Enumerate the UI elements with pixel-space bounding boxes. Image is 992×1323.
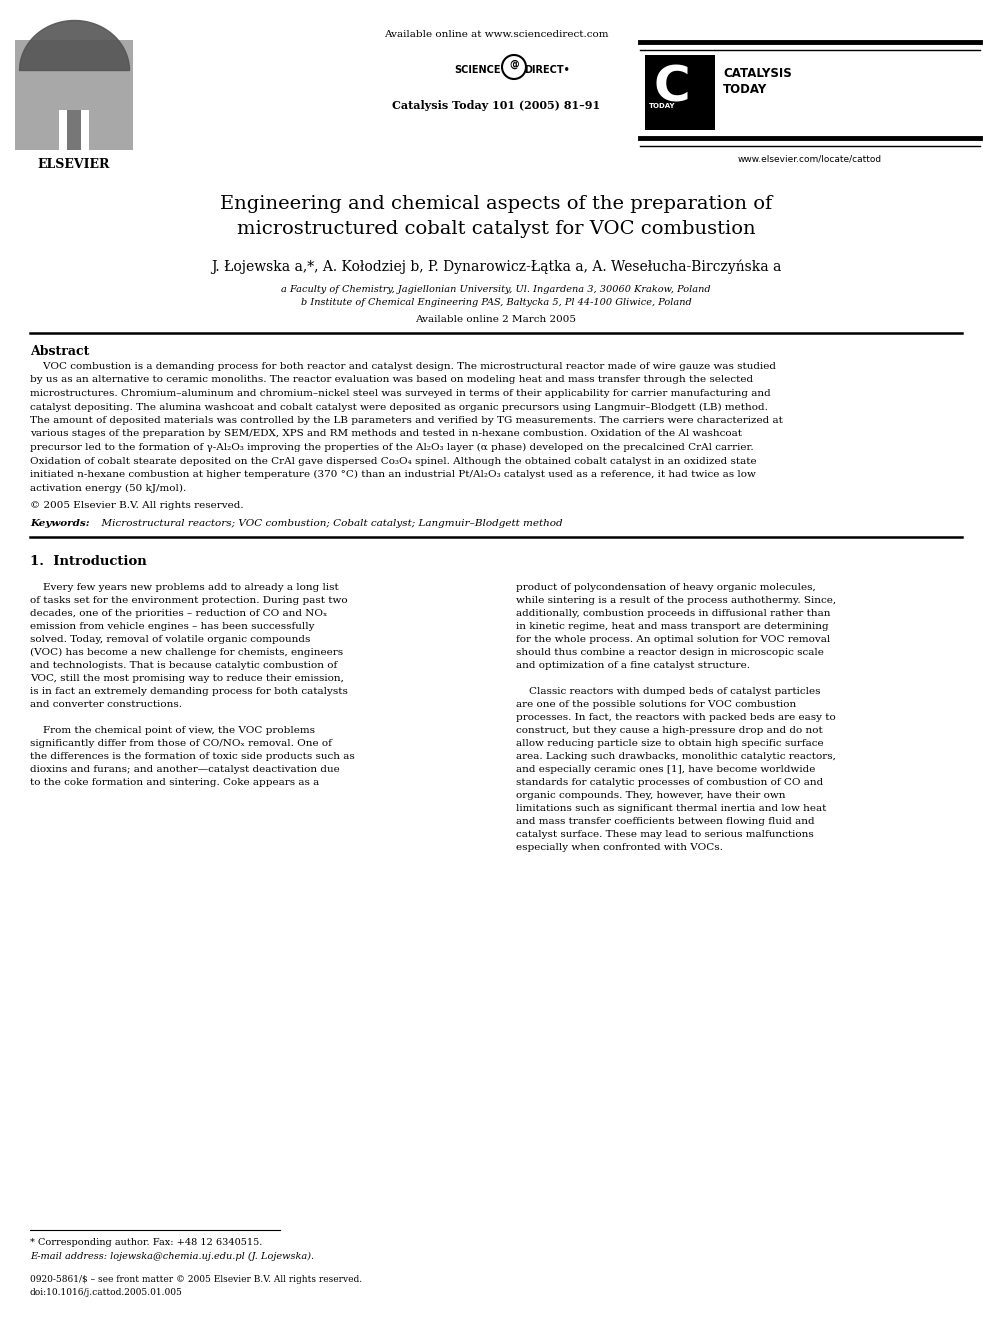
Text: are one of the possible solutions for VOC combustion: are one of the possible solutions for VO… [516,700,797,709]
Text: microstructured cobalt catalyst for VOC combustion: microstructured cobalt catalyst for VOC … [237,220,755,238]
Bar [15,40,133,149]
Text: © 2005 Elsevier B.V. All rights reserved.: © 2005 Elsevier B.V. All rights reserved… [30,501,244,509]
Text: should thus combine a reactor design in microscopic scale: should thus combine a reactor design in … [516,648,824,658]
Text: TODAY: TODAY [649,103,676,108]
Text: Abstract: Abstract [30,345,89,359]
Text: microstructures. Chromium–aluminum and chromium–nickel steel was surveyed in ter: microstructures. Chromium–aluminum and c… [30,389,771,398]
Text: Microstructural reactors; VOC combustion; Cobalt catalyst; Langmuir–Blodgett met: Microstructural reactors; VOC combustion… [95,519,562,528]
Text: processes. In fact, the reactors with packed beds are easy to: processes. In fact, the reactors with pa… [516,713,835,722]
Text: www.elsevier.com/locate/cattod: www.elsevier.com/locate/cattod [738,155,882,164]
Bar [67,110,81,149]
Text: @: @ [509,60,519,69]
Text: standards for catalytic processes of combustion of CO and: standards for catalytic processes of com… [516,778,823,787]
Text: and especially ceramic ones [1], have become worldwide: and especially ceramic ones [1], have be… [516,765,815,774]
Text: a Faculty of Chemistry, Jagiellonian University, Ul. Ingardena 3, 30060 Krakow, : a Faculty of Chemistry, Jagiellonian Uni… [281,284,711,294]
Text: ELSEVIER: ELSEVIER [38,157,110,171]
Text: TODAY: TODAY [723,83,767,97]
Text: Catalysis Today 101 (2005) 81–91: Catalysis Today 101 (2005) 81–91 [392,101,600,111]
Text: The amount of deposited materials was controlled by the LB parameters and verifi: The amount of deposited materials was co… [30,415,783,425]
Text: initiated n-hexane combustion at higher temperature (370 °C) than an industrial : initiated n-hexane combustion at higher … [30,470,756,479]
Text: and technologists. That is because catalytic combustion of: and technologists. That is because catal… [30,662,337,669]
Text: additionally, combustion proceeds in diffusional rather than: additionally, combustion proceeds in dif… [516,609,830,618]
Text: C: C [653,64,689,111]
Text: SCIENCE: SCIENCE [454,65,501,75]
Text: limitations such as significant thermal inertia and low heat: limitations such as significant thermal … [516,804,826,814]
Text: and optimization of a fine catalyst structure.: and optimization of a fine catalyst stru… [516,662,750,669]
Text: Classic reactors with dumped beds of catalyst particles: Classic reactors with dumped beds of cat… [516,687,820,696]
Text: construct, but they cause a high-pressure drop and do not: construct, but they cause a high-pressur… [516,726,822,736]
Text: is in fact an extremely demanding process for both catalysts: is in fact an extremely demanding proces… [30,687,348,696]
Text: VOC combustion is a demanding process for both reactor and catalyst design. The : VOC combustion is a demanding process fo… [30,363,776,370]
Text: area. Lacking such drawbacks, monolithic catalytic reactors,: area. Lacking such drawbacks, monolithic… [516,751,836,761]
Text: the differences is the formation of toxic side products such as: the differences is the formation of toxi… [30,751,355,761]
Text: of tasks set for the environment protection. During past two: of tasks set for the environment protect… [30,595,347,605]
Text: catalyst depositing. The alumina washcoat and cobalt catalyst were deposited as : catalyst depositing. The alumina washcoa… [30,402,768,411]
Text: * Corresponding author. Fax: +48 12 6340515.: * Corresponding author. Fax: +48 12 6340… [30,1238,262,1248]
Text: 1.  Introduction: 1. Introduction [30,556,147,568]
Text: DIRECT•: DIRECT• [524,65,569,75]
Text: Keywords:: Keywords: [30,519,89,528]
Text: while sintering is a result of the process authothermy. Since,: while sintering is a result of the proce… [516,595,836,605]
Text: to the coke formation and sintering. Coke appears as a: to the coke formation and sintering. Cok… [30,778,319,787]
Text: allow reducing particle size to obtain high specific surface: allow reducing particle size to obtain h… [516,740,823,747]
Text: 0920-5861/$ – see front matter © 2005 Elsevier B.V. All rights reserved.: 0920-5861/$ – see front matter © 2005 El… [30,1275,362,1285]
Text: (VOC) has become a new challenge for chemists, engineers: (VOC) has become a new challenge for che… [30,648,343,658]
Text: precursor led to the formation of γ-Al₂O₃ improving the properties of the Al₂O₃ : precursor led to the formation of γ-Al₂O… [30,443,754,452]
Text: and converter constructions.: and converter constructions. [30,700,182,709]
Text: especially when confronted with VOCs.: especially when confronted with VOCs. [516,843,723,852]
Text: Engineering and chemical aspects of the preparation of: Engineering and chemical aspects of the … [220,194,772,213]
Text: decades, one of the priorities – reduction of CO and NOₓ: decades, one of the priorities – reducti… [30,609,327,618]
Text: significantly differ from those of CO/NOₓ removal. One of: significantly differ from those of CO/NO… [30,740,332,747]
Text: Oxidation of cobalt stearate deposited on the CrAl gave dispersed Co₃O₄ spinel. : Oxidation of cobalt stearate deposited o… [30,456,757,466]
Text: by us as an alternative to ceramic monoliths. The reactor evaluation was based o: by us as an alternative to ceramic monol… [30,376,753,385]
Text: activation energy (50 kJ/mol).: activation energy (50 kJ/mol). [30,483,186,492]
Text: CATALYSIS: CATALYSIS [723,67,792,79]
Text: Every few years new problems add to already a long list: Every few years new problems add to alre… [30,583,338,591]
Bar [645,56,715,130]
Text: product of polycondensation of heavy organic molecules,: product of polycondensation of heavy org… [516,583,815,591]
Text: for the whole process. An optimal solution for VOC removal: for the whole process. An optimal soluti… [516,635,830,644]
Text: and mass transfer coefficients between flowing fluid and: and mass transfer coefficients between f… [516,818,814,826]
Text: organic compounds. They, however, have their own: organic compounds. They, however, have t… [516,791,786,800]
Text: VOC, still the most promising way to reduce their emission,: VOC, still the most promising way to red… [30,673,344,683]
Text: various stages of the preparation by SEM/EDX, XPS and RM methods and tested in n: various stages of the preparation by SEM… [30,430,742,438]
Text: doi:10.1016/j.cattod.2005.01.005: doi:10.1016/j.cattod.2005.01.005 [30,1289,183,1297]
Text: Available online 2 March 2005: Available online 2 March 2005 [416,315,576,324]
Text: From the chemical point of view, the VOC problems: From the chemical point of view, the VOC… [30,726,315,736]
Text: in kinetic regime, heat and mass transport are determining: in kinetic regime, heat and mass transpo… [516,622,828,631]
Text: emission from vehicle engines – has been successfully: emission from vehicle engines – has been… [30,622,314,631]
Text: E-mail address: lojewska@chemia.uj.edu.pl (J. Lojewska).: E-mail address: lojewska@chemia.uj.edu.p… [30,1252,314,1261]
Text: b Institute of Chemical Engineering PAS, Bałtycka 5, Pl 44-100 Gliwice, Poland: b Institute of Chemical Engineering PAS,… [301,298,691,307]
Text: dioxins and furans; and another—catalyst deactivation due: dioxins and furans; and another—catalyst… [30,765,339,774]
Bar [59,110,89,149]
Text: catalyst surface. These may lead to serious malfunctions: catalyst surface. These may lead to seri… [516,830,813,839]
Text: solved. Today, removal of volatile organic compounds: solved. Today, removal of volatile organ… [30,635,310,644]
Text: Available online at www.sciencedirect.com: Available online at www.sciencedirect.co… [384,30,608,38]
Text: J. Łojewska a,*, A. Kołodziej b, P. Dynarowicz-Łątka a, A. Wesełucha-Birczyńska : J. Łojewska a,*, A. Kołodziej b, P. Dyna… [211,261,781,274]
